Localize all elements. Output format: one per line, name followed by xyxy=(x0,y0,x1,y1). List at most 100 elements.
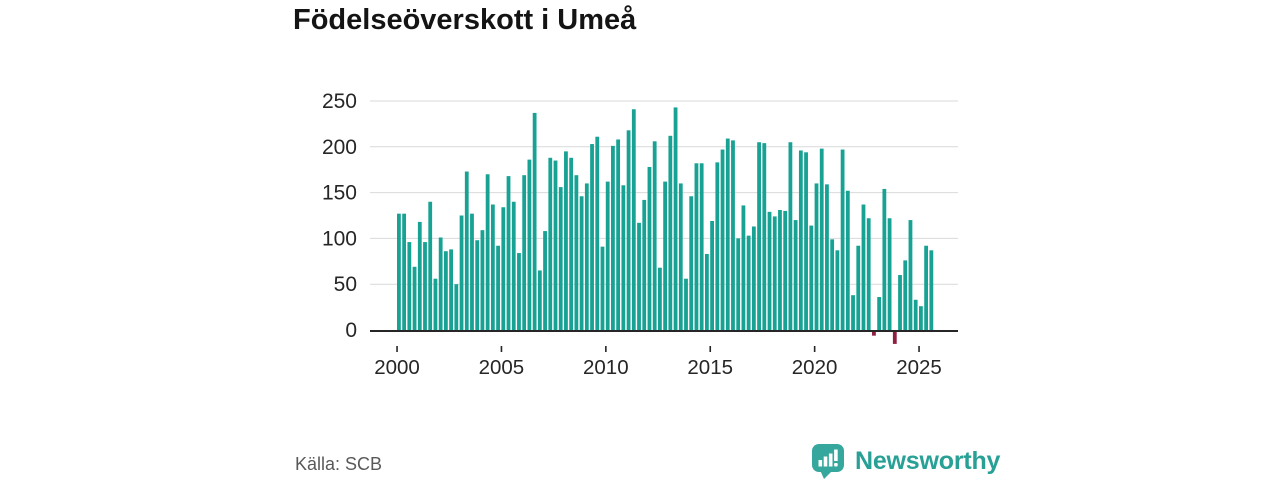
x-axis-label-2005: 2005 xyxy=(479,356,525,379)
bar-2004-Q2 xyxy=(485,174,490,330)
bar-2011-Q4 xyxy=(642,199,647,330)
bar-2005-Q3 xyxy=(511,201,516,330)
bar-2017-Q4 xyxy=(767,211,772,330)
x-axis-label-2020: 2020 xyxy=(792,356,838,379)
y-axis-label-50: 50 xyxy=(334,273,357,296)
bar-2007-Q4 xyxy=(558,187,563,330)
bar-2013-Q2 xyxy=(673,107,678,330)
bar-2019-Q2 xyxy=(798,150,803,330)
bar-2010-Q2 xyxy=(611,145,615,330)
bar-2011-Q3 xyxy=(637,222,641,330)
bar-2022-Q1 xyxy=(856,245,861,330)
x-tick-2020 xyxy=(813,346,816,352)
bar-2011-Q2 xyxy=(631,109,636,330)
x-tick-2015 xyxy=(709,346,712,352)
bar-2003-Q3 xyxy=(470,213,474,330)
logo-exclamation-dot xyxy=(834,463,838,467)
x-axis-label-2015: 2015 xyxy=(687,356,733,379)
bar-2025-Q1 xyxy=(919,306,923,330)
bar-2024-Q4 xyxy=(913,299,918,330)
bar-2009-Q3 xyxy=(595,136,600,330)
bar-2005-Q4 xyxy=(517,253,521,330)
bar-2004-Q4 xyxy=(496,245,500,330)
x-tick-2005 xyxy=(500,346,503,352)
bar-2005-Q1 xyxy=(501,207,506,330)
y-axis-label-100: 100 xyxy=(322,227,357,250)
bar-2016-Q1 xyxy=(731,140,735,330)
bar-2004-Q3 xyxy=(490,204,495,330)
bar-2013-Q1 xyxy=(668,135,673,330)
chart-title: Födelseöverskott i Umeå xyxy=(293,4,637,36)
x-axis-label-2025: 2025 xyxy=(896,356,942,379)
bar-2002-Q1 xyxy=(438,237,443,330)
bar-2020-Q1 xyxy=(814,183,819,330)
newsworthy-logo: Newsworthy xyxy=(811,443,1000,480)
bar-2020-Q2 xyxy=(819,148,824,330)
bar-2024-Q2 xyxy=(903,260,908,330)
bar-2010-Q3 xyxy=(616,139,621,330)
bar-2008-Q2 xyxy=(569,157,574,330)
y-axis-label-0: 0 xyxy=(345,319,357,342)
logo-exclamation-bar xyxy=(834,449,838,461)
bar-2001-Q4 xyxy=(433,278,438,330)
bar-2000-Q2 xyxy=(402,213,407,330)
newsworthy-bubble-chart-icon xyxy=(812,444,844,479)
x-tick-2000 xyxy=(396,346,398,352)
bar-2003-Q2 xyxy=(464,171,469,330)
bar-2007-Q1 xyxy=(543,231,547,330)
bar-2018-Q2 xyxy=(778,210,782,330)
logo-mini-bar-1 xyxy=(818,460,823,467)
bar-2001-Q2 xyxy=(423,242,427,330)
bar-2006-Q4 xyxy=(537,270,542,330)
bar-2023-Q2 xyxy=(882,188,887,330)
bar-2000-Q4 xyxy=(412,266,417,330)
bar-2001-Q1 xyxy=(417,221,422,330)
bar-2017-Q2 xyxy=(757,142,761,330)
bar-2009-Q2 xyxy=(590,144,594,330)
bar-2010-Q1 xyxy=(605,181,610,330)
bar-2024-Q1 xyxy=(898,275,902,330)
bar-2021-Q3 xyxy=(845,190,850,330)
bar-2001-Q3 xyxy=(428,201,433,330)
bar-2007-Q2 xyxy=(548,157,553,330)
bar-2021-Q1 xyxy=(835,250,840,330)
bar-2003-Q1 xyxy=(459,215,464,330)
bar-2018-Q1 xyxy=(772,216,777,330)
bar-2013-Q3 xyxy=(678,183,683,330)
bar-2023-Q3 xyxy=(887,218,892,330)
bar-2018-Q3 xyxy=(783,210,788,330)
x-tick-2010 xyxy=(605,346,607,352)
bar-2002-Q2 xyxy=(443,251,448,330)
bar-2008-Q1 xyxy=(564,151,568,330)
bar-2002-Q4 xyxy=(454,284,459,330)
x-axis-label-2010: 2010 xyxy=(583,356,629,379)
bar-2015-Q1 xyxy=(710,220,714,330)
bar-2008-Q3 xyxy=(574,175,579,330)
bar-2016-Q4 xyxy=(746,235,751,330)
bar-2015-Q3 xyxy=(720,149,725,330)
x-axis-line xyxy=(370,330,958,332)
bar-2022-Q2 xyxy=(861,204,866,330)
bar-2021-Q4 xyxy=(851,295,855,330)
bar-2014-Q3 xyxy=(699,163,704,330)
bar-2024-Q3 xyxy=(908,220,913,330)
logo-mini-bar-3 xyxy=(828,453,833,467)
bar-2022-Q3 xyxy=(866,218,871,330)
bar-2016-Q2 xyxy=(736,238,741,330)
y-axis-label-150: 150 xyxy=(322,182,357,205)
bar-2020-Q4 xyxy=(830,239,835,330)
bar-2023-Q1 xyxy=(877,297,882,330)
bar-2012-Q1 xyxy=(647,166,652,330)
x-tick-2025 xyxy=(918,346,920,352)
bar-2014-Q2 xyxy=(694,163,699,330)
bar-2002-Q3 xyxy=(449,249,453,330)
bar-2009-Q1 xyxy=(584,183,589,330)
bar-2009-Q4 xyxy=(600,246,605,330)
bar-2005-Q2 xyxy=(506,176,511,330)
bar-2008-Q4 xyxy=(579,196,584,330)
bar-2021-Q2 xyxy=(840,149,845,330)
bar-2025-Q3 xyxy=(929,250,934,330)
logo-bubble xyxy=(812,444,844,472)
bar-2012-Q4 xyxy=(663,181,668,330)
